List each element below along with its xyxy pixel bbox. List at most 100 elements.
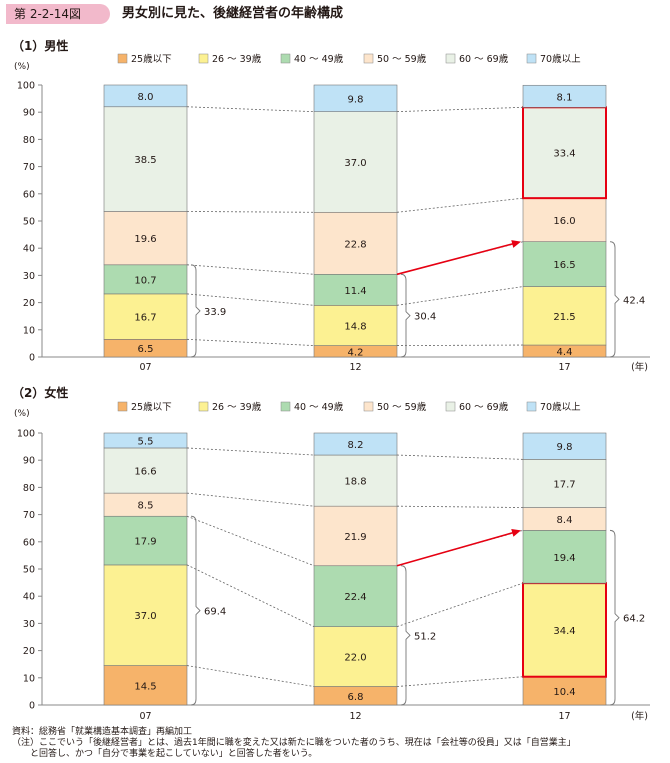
connector-line (396, 454, 524, 460)
bracket (190, 264, 201, 358)
data-label: 22.8 (344, 239, 366, 250)
connector-line (186, 447, 315, 456)
connector-line (186, 492, 315, 507)
data-label: 22.4 (344, 592, 366, 603)
legend-label: 26 ～ 39歳 (212, 53, 262, 65)
figure-number-badge: 第 2-2-14図 (6, 4, 110, 24)
legend-label: 40 ～ 49歳 (294, 53, 344, 65)
bar-segment (103, 84, 188, 108)
bracket (609, 241, 620, 358)
legend-swatch (363, 401, 374, 412)
y-tick-label: 10 (23, 325, 35, 336)
data-label: 37.0 (344, 158, 366, 169)
bar-segment (103, 515, 188, 566)
x-tick-label: 17 (558, 362, 570, 373)
data-label: 6.5 (138, 344, 154, 355)
data-label: 10.4 (553, 687, 575, 698)
data-label: 8.5 (138, 501, 154, 512)
y-tick-label: 90 (23, 108, 35, 119)
highlighted-bar-segment (522, 106, 607, 200)
bar-segment (103, 211, 188, 266)
trend-arrow-line (396, 242, 516, 276)
data-label: 8.1 (557, 92, 573, 103)
data-label: 38.5 (134, 155, 156, 166)
legend-swatch (526, 401, 537, 412)
bar-segment (103, 264, 188, 295)
bar-segment (313, 454, 398, 507)
x-tick-label: 07 (139, 711, 151, 722)
figure-title: 男女別に見た、後継経営者の年齢構成 (122, 6, 344, 21)
bar-segment (313, 274, 398, 306)
data-label: 9.8 (557, 442, 573, 453)
y-tick-label: 100 (17, 429, 35, 440)
legend-label: 50 ～ 59歳 (377, 53, 427, 65)
connector-line (396, 286, 524, 306)
data-label: 14.8 (344, 321, 366, 332)
data-label: 17.7 (553, 479, 575, 490)
y-tick-label: 40 (23, 244, 35, 255)
bracket (190, 515, 201, 706)
legend-swatch (198, 401, 209, 412)
bar-segment (522, 530, 607, 584)
legend-swatch (117, 401, 128, 412)
bracket (609, 529, 620, 706)
bracket (400, 565, 411, 706)
legend-swatch (280, 401, 291, 412)
data-label: 14.5 (134, 681, 156, 692)
legend-label: 70歳以上 (540, 401, 581, 413)
connector-line (186, 264, 315, 275)
y-tick-label: 20 (23, 298, 35, 309)
connector-line (396, 106, 524, 113)
data-label: 8.2 (348, 440, 364, 451)
y-tick-label: 60 (23, 537, 35, 548)
y-tick-label: 10 (23, 673, 35, 684)
trend-arrow-head (511, 528, 521, 537)
legend-swatch (117, 53, 128, 64)
panel-label: （1）男性 (12, 38, 68, 53)
y-tick-label: 80 (23, 483, 35, 494)
legend-label: 60 ～ 69歳 (459, 401, 509, 413)
data-label: 16.5 (553, 260, 575, 271)
trend-arrow-line (396, 531, 516, 567)
data-label: 6.8 (348, 692, 364, 703)
data-label: 34.4 (553, 626, 575, 637)
data-label: 18.8 (344, 477, 366, 488)
y-tick-label: 20 (23, 646, 35, 657)
data-label: 21.9 (344, 532, 366, 543)
footnote-line-2: と回答し、かつ「自分で事業を起こしていない」と回答した者をいう。 (12, 749, 318, 759)
connector-line (186, 211, 315, 213)
bar-segment (103, 432, 188, 449)
bracket-total: 64.2 (623, 614, 645, 625)
y-tick-label: 30 (23, 619, 35, 630)
connector-line (186, 106, 315, 113)
y-tick-label: 70 (23, 162, 35, 173)
data-label: 37.0 (134, 611, 156, 622)
bracket-total: 30.4 (414, 312, 436, 323)
legend-swatch (526, 53, 537, 64)
y-tick-label: 60 (23, 189, 35, 200)
bracket-total: 51.2 (414, 631, 436, 642)
y-tick-label: 50 (23, 565, 35, 576)
bar-segment (313, 84, 398, 112)
connector-line (186, 564, 315, 628)
legend-swatch (445, 53, 456, 64)
data-label: 10.7 (134, 275, 156, 286)
y-tick-label: 50 (23, 217, 35, 228)
data-label: 16.7 (134, 313, 156, 324)
connector-line (186, 515, 315, 567)
legend-label: 50 ～ 59歳 (377, 401, 427, 413)
x-tick-label: 12 (349, 362, 361, 373)
legend-swatch (280, 53, 291, 64)
data-label: 19.4 (553, 553, 575, 564)
connector-line (186, 293, 315, 306)
bar-segment (103, 564, 188, 666)
bar-segment (313, 505, 398, 567)
x-axis-unit: (年) (631, 361, 648, 373)
y-tick-label: 40 (23, 592, 35, 603)
legend-label: 25歳以下 (131, 401, 172, 413)
bracket-total: 69.4 (204, 607, 226, 618)
bracket-total: 33.9 (204, 307, 226, 318)
bar-segment (313, 432, 398, 456)
highlighted-bar-segment (522, 582, 607, 678)
x-axis-unit: (年) (631, 710, 648, 722)
